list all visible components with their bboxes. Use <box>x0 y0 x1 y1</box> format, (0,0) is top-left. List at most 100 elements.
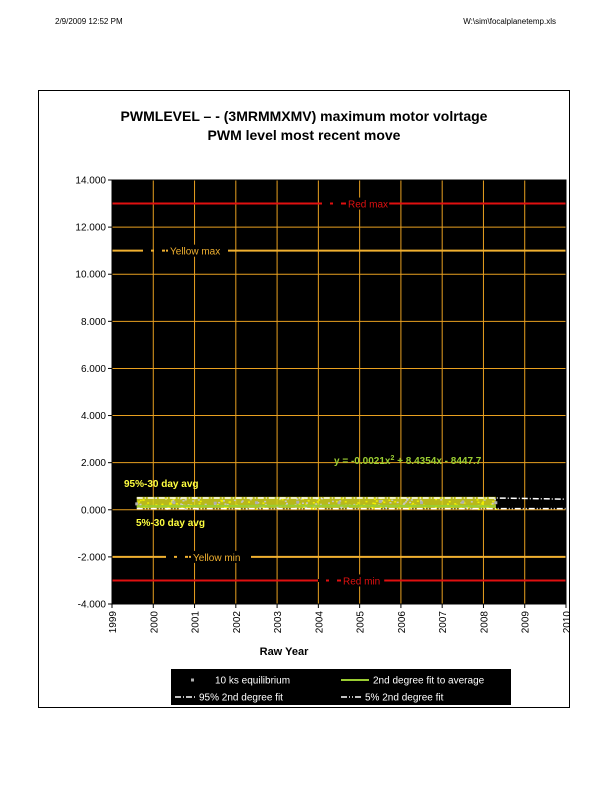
data-point <box>490 503 493 505</box>
y-tick-label: 10.000 <box>75 270 106 281</box>
equilibrium-point <box>461 500 465 504</box>
limit-label-yellow-max: Yellow max <box>170 247 220 258</box>
y-tick-label: 2.000 <box>81 458 106 469</box>
data-point <box>284 500 287 503</box>
data-point <box>318 499 321 501</box>
x-tick-label: 2007 <box>438 611 449 634</box>
data-point <box>477 508 480 511</box>
chart-title: PWMLEVEL – - (3MRMMXMV) maximum motor vo… <box>120 108 488 124</box>
data-point <box>344 501 347 503</box>
data-point <box>321 497 324 500</box>
data-point <box>403 502 406 504</box>
data-point <box>188 506 191 509</box>
limit-label-bg <box>346 197 390 210</box>
data-point <box>336 500 339 503</box>
data-point <box>467 506 470 509</box>
data-point <box>316 501 319 503</box>
data-point <box>481 502 484 505</box>
data-point <box>147 502 150 504</box>
data-point <box>331 500 334 503</box>
data-point <box>357 502 360 504</box>
x-tick-label: 2005 <box>356 611 367 634</box>
y-tick-label: -4.000 <box>78 600 107 611</box>
data-point <box>346 507 349 509</box>
data-point <box>412 502 415 505</box>
data-point <box>218 501 221 504</box>
data-point <box>300 498 303 500</box>
upper-band-label: 95%-30 day avg <box>124 479 199 490</box>
data-point <box>248 501 251 503</box>
data-point <box>306 502 309 504</box>
data-point <box>262 502 265 504</box>
data-point <box>198 502 201 505</box>
data-point <box>281 498 284 501</box>
data-point <box>142 499 145 501</box>
data-point <box>171 501 174 503</box>
data-point <box>423 507 426 509</box>
data-point <box>481 503 484 505</box>
data-point <box>339 500 342 502</box>
data-point <box>286 502 289 505</box>
data-point <box>307 500 310 502</box>
x-tick-label: 2000 <box>149 611 160 634</box>
data-point <box>375 500 378 502</box>
legend-entry: 5% 2nd degree fit <box>365 693 444 704</box>
data-point <box>262 506 265 508</box>
data-point <box>241 500 244 502</box>
data-point <box>216 504 219 506</box>
equilibrium-point <box>337 501 341 505</box>
data-point <box>388 499 391 502</box>
data-point <box>139 499 142 502</box>
chart-frame <box>38 90 570 708</box>
x-tick-label: 2006 <box>397 611 408 634</box>
data-point <box>463 502 466 504</box>
data-point <box>302 498 305 500</box>
data-point <box>199 500 202 503</box>
data-point <box>257 502 260 504</box>
data-point <box>389 502 392 504</box>
data-point <box>220 499 223 502</box>
data-point <box>398 507 401 509</box>
data-point <box>484 498 487 500</box>
data-point <box>226 503 229 506</box>
data-point <box>221 499 224 502</box>
data-point <box>233 499 236 502</box>
data-point <box>226 506 229 509</box>
data-point <box>341 497 344 500</box>
data-point <box>374 502 377 505</box>
data-point <box>184 498 187 501</box>
data-point <box>276 506 279 508</box>
data-point <box>173 498 176 500</box>
equilibrium-point <box>420 501 424 505</box>
legend-marker <box>191 678 194 682</box>
data-point <box>379 506 382 509</box>
data-point <box>435 498 438 501</box>
data-point <box>491 502 494 505</box>
data-point <box>255 508 258 510</box>
data-point <box>483 499 486 501</box>
x-tick-label: 2002 <box>232 611 243 634</box>
y-tick-label: 8.000 <box>81 317 106 328</box>
limit-label-bg <box>341 574 385 587</box>
data-point <box>477 501 480 504</box>
data-point <box>372 502 375 505</box>
data-point <box>185 506 188 509</box>
data-point <box>408 507 411 509</box>
limit-label-red-max: Red max <box>348 200 388 211</box>
data-point <box>165 497 168 500</box>
x-tick-label: 2009 <box>521 611 532 634</box>
data-point <box>296 498 299 500</box>
data-point <box>465 507 468 509</box>
data-point <box>184 508 187 510</box>
data-point <box>224 503 227 505</box>
data-point <box>492 500 495 503</box>
data-point <box>495 508 498 510</box>
data-point <box>175 502 178 505</box>
x-tick-label: 2010 <box>562 611 573 634</box>
data-point <box>154 497 157 500</box>
data-point <box>222 500 225 502</box>
data-point <box>228 501 231 503</box>
data-point <box>434 506 437 508</box>
data-point <box>319 503 322 506</box>
